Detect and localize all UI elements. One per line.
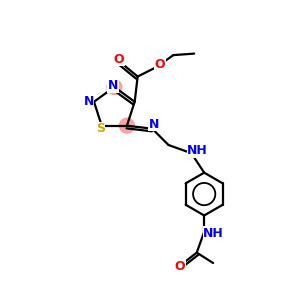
Text: NH: NH <box>203 227 224 240</box>
Circle shape <box>107 80 122 94</box>
Text: S: S <box>96 122 105 135</box>
Text: N: N <box>83 95 94 108</box>
Text: N: N <box>149 118 159 131</box>
Circle shape <box>119 118 134 133</box>
Text: O: O <box>154 58 165 71</box>
Text: O: O <box>114 53 124 66</box>
Text: NH: NH <box>187 145 208 158</box>
Text: O: O <box>175 260 185 273</box>
Text: N: N <box>108 79 118 92</box>
